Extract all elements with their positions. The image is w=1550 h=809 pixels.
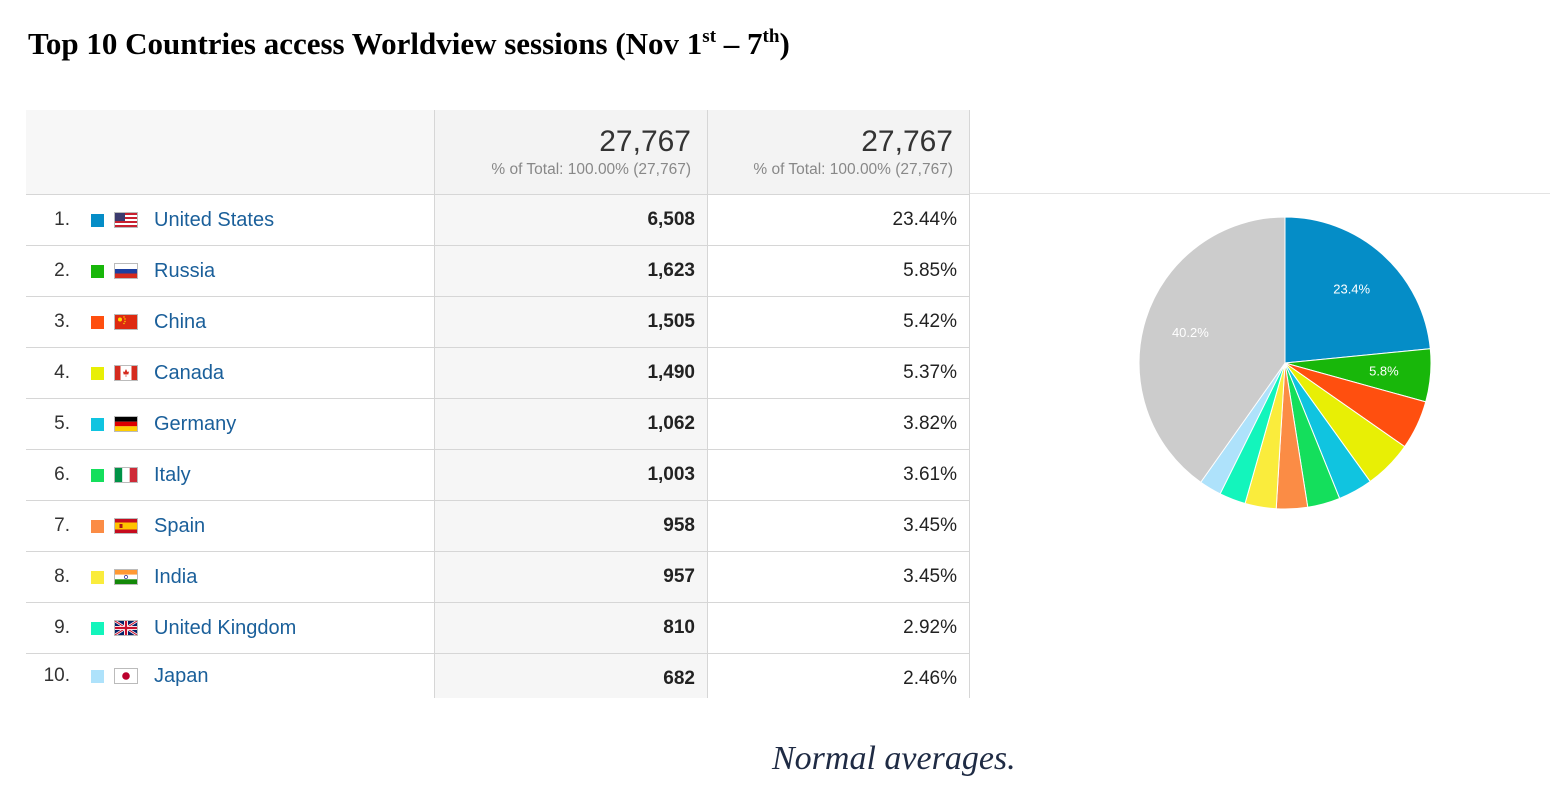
- divider: [970, 193, 1550, 194]
- percent-value: 5.37%: [707, 348, 970, 398]
- country-link[interactable]: Germany: [154, 412, 237, 435]
- germany-flag-icon: [114, 416, 138, 432]
- color-swatch: [91, 468, 104, 482]
- color-swatch: [91, 669, 104, 683]
- percent-value: 2.46%: [707, 654, 970, 698]
- pie-chart: 23.4% 5.8% 40.2%: [1138, 216, 1432, 510]
- color-swatch: [91, 570, 104, 584]
- table-body: 1. United States 6,508 23.44% 2. Russia 1,623 5…: [26, 195, 970, 698]
- sessions-value: 958: [434, 501, 707, 551]
- sessions-value: 810: [434, 603, 707, 653]
- table-row: 9. United Kingdom 810 2.92%: [26, 603, 970, 654]
- row-number: 5.: [54, 413, 70, 434]
- country-link[interactable]: India: [154, 565, 198, 588]
- color-swatch: [91, 366, 104, 380]
- percent-total: 27,767: [861, 125, 953, 158]
- row-number: 8.: [54, 566, 70, 587]
- table-row: 1. United States 6,508 23.44%: [26, 195, 970, 246]
- dimension-cell: 10. Japan: [26, 654, 434, 698]
- dimension-cell: 8. India: [26, 552, 434, 602]
- china-flag-icon: [114, 314, 138, 330]
- country-link[interactable]: Russia: [154, 259, 216, 282]
- percent-value: 3.45%: [707, 552, 970, 602]
- row-number: 9.: [54, 617, 70, 638]
- pie-slice-other: [1138, 216, 1286, 483]
- table-row: 2. Russia 1,623 5.85%: [26, 246, 970, 297]
- country-link[interactable]: Italy: [154, 463, 191, 486]
- us-flag-icon: [114, 212, 138, 228]
- sessions-value: 1,623: [434, 246, 707, 296]
- india-flag-icon: [114, 569, 138, 585]
- dimension-cell: 2. Russia: [26, 246, 434, 296]
- percent-value: 3.61%: [707, 450, 970, 500]
- sessions-value: 957: [434, 552, 707, 602]
- percent-header: 27,767 % of Total: 100.00% (27,767): [707, 110, 970, 194]
- dimension-cell: 3. China: [26, 297, 434, 347]
- dimension-cell: 7. Spain: [26, 501, 434, 551]
- table-row: 8. India 957 3.45%: [26, 552, 970, 603]
- dimension-cell: 4. Canada: [26, 348, 434, 398]
- japan-flag-icon: [114, 668, 138, 684]
- table-row: 3. China 1,505 5.42%: [26, 297, 970, 348]
- table-row: 5. Germany 1,062 3.82%: [26, 399, 970, 450]
- table-header: 27,767 % of Total: 100.00% (27,767) 27,7…: [26, 110, 970, 195]
- row-number: 1.: [54, 209, 70, 230]
- dimension-cell: 1. United States: [26, 195, 434, 245]
- spain-flag-icon: [114, 518, 138, 534]
- pie-slice-label: 40.2%: [1172, 325, 1209, 340]
- country-table: 27,767 % of Total: 100.00% (27,767) 27,7…: [26, 110, 970, 698]
- percent-total-sub: % of Total: 100.00% (27,767): [753, 161, 953, 178]
- sessions-value: 1,490: [434, 348, 707, 398]
- dimension-cell: 9. United Kingdom: [26, 603, 434, 653]
- sessions-value: 1,062: [434, 399, 707, 449]
- percent-value: 3.82%: [707, 399, 970, 449]
- percent-value: 5.42%: [707, 297, 970, 347]
- country-link[interactable]: United Kingdom: [154, 616, 297, 639]
- country-link[interactable]: United States: [154, 208, 275, 231]
- pie-slice-united-states: [1284, 216, 1431, 364]
- row-number: 3.: [54, 311, 70, 332]
- italy-flag-icon: [114, 467, 138, 483]
- country-link[interactable]: Spain: [154, 514, 206, 537]
- row-number: 6.: [54, 464, 70, 485]
- percent-value: 5.85%: [707, 246, 970, 296]
- percent-value: 23.44%: [707, 195, 970, 245]
- sessions-header: 27,767 % of Total: 100.00% (27,767): [434, 110, 707, 194]
- table-row: 10. Japan 682 2.46%: [26, 654, 970, 698]
- page-title: Top 10 Countries access Worldview sessio…: [28, 26, 790, 61]
- dimension-header: [26, 110, 434, 194]
- table-row: 4. Canada 1,490 5.37%: [26, 348, 970, 399]
- canada-flag-icon: [114, 365, 138, 381]
- table-row: 6. Italy 1,003 3.61%: [26, 450, 970, 501]
- sessions-value: 1,003: [434, 450, 707, 500]
- uk-flag-icon: [114, 620, 138, 636]
- pie-slice-label: 23.4%: [1333, 281, 1370, 296]
- color-swatch: [91, 315, 104, 329]
- percent-value: 2.92%: [707, 603, 970, 653]
- sessions-value: 6,508: [434, 195, 707, 245]
- row-number: 4.: [54, 362, 70, 383]
- dimension-cell: 5. Germany: [26, 399, 434, 449]
- color-swatch: [91, 264, 104, 278]
- sessions-total: 27,767: [599, 125, 691, 158]
- row-number: 2.: [54, 260, 70, 281]
- russia-flag-icon: [114, 263, 138, 279]
- country-link[interactable]: Japan: [154, 664, 209, 687]
- color-swatch: [91, 519, 104, 533]
- row-number: 10.: [43, 665, 70, 686]
- sessions-total-sub: % of Total: 100.00% (27,767): [491, 161, 691, 178]
- color-swatch: [91, 621, 104, 635]
- sessions-value: 682: [434, 654, 707, 698]
- pie-slice-label: 5.8%: [1369, 364, 1399, 379]
- percent-value: 3.45%: [707, 501, 970, 551]
- table-row: 7. Spain 958 3.45%: [26, 501, 970, 552]
- country-link[interactable]: China: [154, 310, 207, 333]
- country-link[interactable]: Canada: [154, 361, 225, 384]
- color-swatch: [91, 417, 104, 431]
- caption: Normal averages.: [772, 740, 1016, 777]
- sessions-value: 1,505: [434, 297, 707, 347]
- row-number: 7.: [54, 515, 70, 536]
- color-swatch: [91, 213, 104, 227]
- dimension-cell: 6. Italy: [26, 450, 434, 500]
